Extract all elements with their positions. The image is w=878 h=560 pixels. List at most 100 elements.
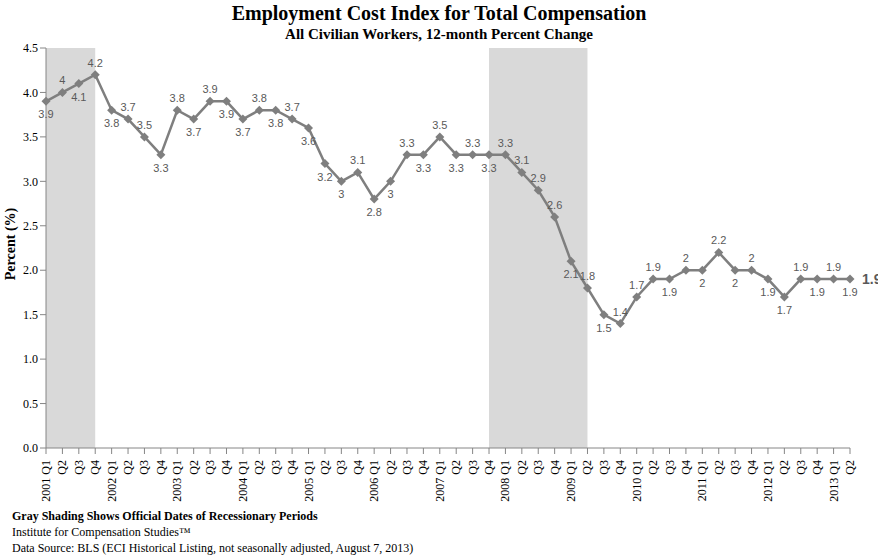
svg-text:2008 Q1: 2008 Q1 bbox=[498, 460, 512, 502]
svg-text:3.8: 3.8 bbox=[268, 117, 283, 129]
svg-text:3.3: 3.3 bbox=[481, 162, 496, 174]
svg-text:3.9: 3.9 bbox=[38, 108, 53, 120]
svg-text:Q2: Q2 bbox=[55, 460, 69, 475]
svg-text:1.9: 1.9 bbox=[662, 286, 677, 298]
svg-text:3.7: 3.7 bbox=[235, 126, 250, 138]
svg-text:0.0: 0.0 bbox=[23, 441, 38, 455]
svg-text:Q2: Q2 bbox=[187, 460, 201, 475]
svg-text:2: 2 bbox=[748, 252, 754, 264]
svg-text:Q2: Q2 bbox=[777, 460, 791, 475]
svg-text:Q4: Q4 bbox=[285, 460, 299, 475]
svg-text:2012 Q1: 2012 Q1 bbox=[761, 460, 775, 502]
svg-text:Q2: Q2 bbox=[121, 460, 135, 475]
svg-text:1.7: 1.7 bbox=[777, 304, 792, 316]
svg-text:Q4: Q4 bbox=[679, 460, 693, 475]
svg-text:2: 2 bbox=[732, 277, 738, 289]
svg-text:Q2: Q2 bbox=[843, 460, 857, 475]
svg-text:1.9: 1.9 bbox=[826, 261, 841, 273]
svg-text:2003 Q1: 2003 Q1 bbox=[170, 460, 184, 502]
svg-text:1.9: 1.9 bbox=[810, 286, 825, 298]
svg-text:1.9: 1.9 bbox=[862, 271, 870, 287]
svg-text:Q2: Q2 bbox=[318, 460, 332, 475]
svg-text:Q3: Q3 bbox=[466, 460, 480, 475]
svg-text:Q2: Q2 bbox=[646, 460, 660, 475]
svg-text:2011 Q1: 2011 Q1 bbox=[695, 460, 709, 501]
svg-text:3.3: 3.3 bbox=[399, 137, 414, 149]
svg-text:Q3: Q3 bbox=[334, 460, 348, 475]
svg-text:3.3: 3.3 bbox=[465, 137, 480, 149]
svg-text:4: 4 bbox=[59, 74, 65, 86]
svg-text:2013 Q1: 2013 Q1 bbox=[827, 460, 841, 502]
svg-text:2007 Q1: 2007 Q1 bbox=[433, 460, 447, 502]
svg-text:2006 Q1: 2006 Q1 bbox=[367, 460, 381, 502]
svg-text:Q3: Q3 bbox=[72, 460, 86, 475]
svg-text:1.8: 1.8 bbox=[580, 270, 595, 282]
svg-text:1.0: 1.0 bbox=[23, 352, 38, 366]
svg-text:Q2: Q2 bbox=[449, 460, 463, 475]
svg-text:Q4: Q4 bbox=[88, 460, 102, 475]
svg-text:1.9: 1.9 bbox=[793, 261, 808, 273]
svg-text:3.3: 3.3 bbox=[498, 137, 513, 149]
svg-text:2: 2 bbox=[699, 277, 705, 289]
svg-text:1.9: 1.9 bbox=[645, 261, 660, 273]
svg-text:Q4: Q4 bbox=[219, 460, 233, 475]
svg-text:3.5: 3.5 bbox=[23, 130, 38, 144]
svg-text:3.8: 3.8 bbox=[170, 92, 185, 104]
svg-text:3.3: 3.3 bbox=[153, 162, 168, 174]
svg-text:2.1: 2.1 bbox=[563, 268, 578, 280]
svg-text:Q3: Q3 bbox=[728, 460, 742, 475]
svg-text:Q3: Q3 bbox=[269, 460, 283, 475]
svg-text:2.2: 2.2 bbox=[711, 234, 726, 246]
svg-text:Q3: Q3 bbox=[597, 460, 611, 475]
svg-text:Q2: Q2 bbox=[712, 460, 726, 475]
svg-text:2.0: 2.0 bbox=[23, 263, 38, 277]
svg-text:3.2: 3.2 bbox=[317, 171, 332, 183]
svg-text:Q2: Q2 bbox=[580, 460, 594, 475]
svg-text:1.4: 1.4 bbox=[613, 306, 628, 318]
svg-text:Q3: Q3 bbox=[203, 460, 217, 475]
svg-text:3.1: 3.1 bbox=[350, 154, 365, 166]
svg-text:1.7: 1.7 bbox=[629, 279, 644, 291]
svg-text:2.9: 2.9 bbox=[531, 172, 546, 184]
svg-text:3.7: 3.7 bbox=[120, 101, 135, 113]
svg-text:Q4: Q4 bbox=[416, 460, 430, 475]
svg-text:4.1: 4.1 bbox=[71, 91, 86, 103]
svg-text:Q3: Q3 bbox=[663, 460, 677, 475]
svg-text:Q3: Q3 bbox=[400, 460, 414, 475]
svg-text:3.3: 3.3 bbox=[416, 162, 431, 174]
svg-text:Q4: Q4 bbox=[548, 460, 562, 475]
svg-text:2.8: 2.8 bbox=[367, 206, 382, 218]
svg-text:Q2: Q2 bbox=[252, 460, 266, 475]
svg-text:2001 Q1: 2001 Q1 bbox=[39, 460, 53, 502]
svg-text:1.9: 1.9 bbox=[842, 286, 857, 298]
svg-text:Q4: Q4 bbox=[613, 460, 627, 475]
svg-text:1.5: 1.5 bbox=[23, 308, 38, 322]
svg-text:3.6: 3.6 bbox=[301, 135, 316, 147]
svg-text:2: 2 bbox=[683, 252, 689, 264]
svg-text:Q2: Q2 bbox=[384, 460, 398, 475]
svg-text:3: 3 bbox=[338, 188, 344, 200]
svg-text:Q3: Q3 bbox=[137, 460, 151, 475]
svg-text:Q4: Q4 bbox=[745, 460, 759, 475]
svg-text:Q4: Q4 bbox=[154, 460, 168, 475]
svg-text:0.5: 0.5 bbox=[23, 397, 38, 411]
svg-text:3.7: 3.7 bbox=[186, 126, 201, 138]
svg-text:3.8: 3.8 bbox=[252, 92, 267, 104]
svg-text:Q2: Q2 bbox=[515, 460, 529, 475]
svg-text:3.5: 3.5 bbox=[137, 119, 152, 131]
svg-text:2.5: 2.5 bbox=[23, 219, 38, 233]
svg-text:3.8: 3.8 bbox=[104, 117, 119, 129]
svg-text:4.5: 4.5 bbox=[23, 41, 38, 55]
svg-text:3.9: 3.9 bbox=[202, 83, 217, 95]
svg-text:Q4: Q4 bbox=[482, 460, 496, 475]
svg-text:Q3: Q3 bbox=[531, 460, 545, 475]
svg-text:2005 Q1: 2005 Q1 bbox=[302, 460, 316, 502]
svg-text:2.6: 2.6 bbox=[547, 199, 562, 211]
svg-text:3.3: 3.3 bbox=[449, 162, 464, 174]
svg-text:Q3: Q3 bbox=[794, 460, 808, 475]
svg-text:2002 Q1: 2002 Q1 bbox=[105, 460, 119, 502]
svg-text:2009 Q1: 2009 Q1 bbox=[564, 460, 578, 502]
svg-text:3.5: 3.5 bbox=[432, 119, 447, 131]
svg-text:1.9: 1.9 bbox=[760, 286, 775, 298]
svg-text:2004 Q1: 2004 Q1 bbox=[236, 460, 250, 502]
